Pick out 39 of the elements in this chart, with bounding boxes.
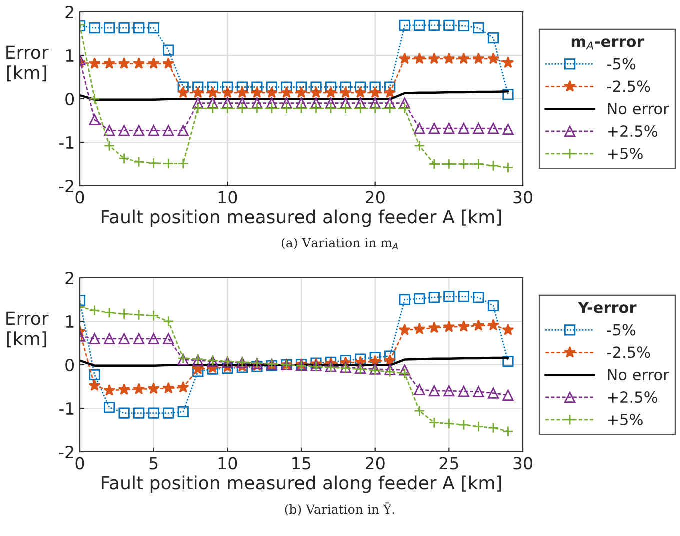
legend-label: +2.5% bbox=[608, 126, 658, 138]
x-tick-label: 0 bbox=[76, 457, 84, 470]
y-axis-title: Error [km] bbox=[6, 46, 49, 82]
x-tick-label: 30 bbox=[514, 457, 532, 470]
x-tick-label: 30 bbox=[514, 191, 532, 204]
y-tick-label: 2 bbox=[66, 6, 74, 18]
y-axis-title: Error [km] bbox=[6, 312, 49, 348]
y-tick-label: 2 bbox=[66, 272, 74, 284]
y-tick-label: -2 bbox=[59, 180, 74, 192]
x-tick-label: 20 bbox=[366, 191, 385, 204]
text: (a) Variation in m$_{A}$ bbox=[282, 238, 398, 250]
y-tick-label: 0 bbox=[66, 358, 74, 372]
legend-label: +2.5% bbox=[608, 392, 658, 404]
legend-label: +5% bbox=[608, 414, 643, 426]
text: (b) Variation in Ȳ. bbox=[285, 502, 394, 516]
legend-label: +5% bbox=[608, 148, 643, 160]
y-tick-label: -1 bbox=[59, 402, 74, 415]
legend-label: No error bbox=[608, 369, 670, 381]
y-tick-label: 0 bbox=[66, 92, 74, 106]
x-tick-label: 0 bbox=[76, 191, 84, 204]
y-tick-label: -1 bbox=[59, 136, 74, 149]
legend-title: Y-error bbox=[578, 302, 637, 314]
x-tick-label: 5 bbox=[150, 457, 158, 470]
x-axis-title: Fault position measured along feeder A [km] bbox=[102, 476, 502, 494]
legend-label: -5% bbox=[607, 58, 636, 70]
legend-label: -2.5% bbox=[607, 346, 650, 358]
legend-label: -2.5% bbox=[607, 80, 650, 92]
legend-label: No error bbox=[608, 103, 670, 115]
x-axis-title: Fault position measured along feeder A [km] bbox=[102, 210, 502, 228]
x-tick-label: 15 bbox=[292, 457, 311, 470]
legend-label: -5% bbox=[607, 324, 636, 336]
x-tick-label: 20 bbox=[366, 457, 385, 470]
y-tick-label: 1 bbox=[66, 316, 74, 328]
legend-title: m$_{A}$-error bbox=[572, 38, 644, 50]
x-tick-label: 10 bbox=[218, 191, 238, 204]
y-tick-label: -2 bbox=[59, 446, 74, 458]
y-tick-label: 1 bbox=[66, 50, 74, 62]
x-tick-label: 10 bbox=[218, 457, 238, 470]
x-tick-label: 25 bbox=[440, 457, 458, 470]
